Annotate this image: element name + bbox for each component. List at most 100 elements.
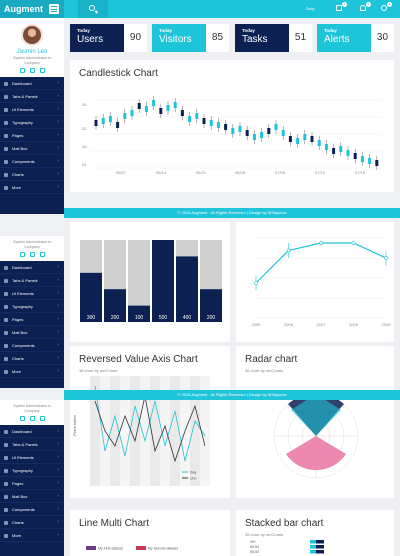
sidebar-item-tabs-panels[interactable]: Tabs & Panels (0, 438, 64, 451)
sidebar-item-pages[interactable]: Pages (0, 477, 64, 490)
x-tick: 06/21 (196, 170, 207, 175)
error-line-panel: 2005 2006 2007 2008 2009 (236, 222, 394, 342)
candle (310, 136, 314, 142)
logout-icon[interactable] (39, 416, 45, 421)
sidebar-item-components[interactable]: Components (0, 155, 64, 168)
y-tick: 36 (82, 102, 87, 107)
sidebar-item-tabs-panels[interactable]: Tabs & Panels (0, 274, 64, 287)
mail-icon[interactable]: 3 (336, 2, 347, 12)
stat-value: 51 (294, 32, 307, 43)
sidebar-item-charts[interactable]: Charts (0, 516, 64, 529)
brand-logo[interactable]: Augment (0, 0, 64, 18)
stacked-column-panel: 300 200 100 500 400 200 (70, 222, 230, 342)
user-icon[interactable] (19, 252, 25, 257)
stacked-column-chart[interactable]: 300 200 100 500 400 200 (70, 222, 230, 342)
stat-value: 30 (376, 32, 389, 43)
error-line-chart[interactable]: 2005 2006 2007 2008 2009 (236, 222, 394, 342)
candle (152, 100, 156, 106)
sidebar-item-typography[interactable]: Typography (0, 464, 64, 477)
sidebar-item-typography[interactable]: Typography (0, 116, 64, 129)
candle (94, 120, 98, 126)
sidebar-item-more[interactable]: More (0, 529, 64, 542)
sidebar-item-mail-box[interactable]: Mail Box (0, 326, 64, 339)
bar (200, 289, 222, 322)
candle (137, 103, 141, 109)
y-tick: 24 (82, 162, 87, 167)
sidebar-item-pages[interactable]: Pages (0, 313, 64, 326)
stacked-bar-chart[interactable]: 39+ 60-54 50-54 (236, 510, 394, 556)
bar (104, 289, 126, 322)
sidebar-item-tabs-panels[interactable]: Tabs & Panels (0, 90, 64, 103)
search-button[interactable] (78, 0, 108, 18)
user-icon[interactable] (19, 416, 25, 421)
reversed-axis-chart[interactable]: Place taken Italy Uno (70, 346, 230, 498)
candle (324, 144, 328, 150)
panel-title: Line Multi Chart (79, 518, 150, 529)
logout-icon[interactable] (39, 252, 45, 257)
user-name[interactable]: Sally (306, 6, 315, 11)
settings-icon[interactable] (29, 68, 35, 73)
sidebar-profile: Jasmin Leo System Administrator in Compa… (0, 18, 64, 77)
candle (288, 136, 292, 142)
series-line (255, 242, 387, 284)
panel-title: Radar chart (245, 354, 298, 365)
gear-icon[interactable]: 4 (381, 2, 392, 12)
panel-title: Reversed Value Axis Chart (79, 354, 198, 365)
candle (123, 113, 127, 119)
data-label: 100 (135, 315, 144, 321)
stat-card-visitors[interactable]: Today Visitors 85 (152, 24, 229, 52)
candle (274, 124, 278, 130)
stat-kicker: Today (77, 28, 90, 33)
data-label: 200 (207, 315, 216, 321)
sidebar-item-mail-box[interactable]: Mail Box (0, 490, 64, 503)
sidebar-item-pages[interactable]: Pages (0, 129, 64, 142)
data-label: 300 (87, 315, 96, 321)
legend-second: My Second dataset (148, 547, 178, 551)
line-multi-legend: My First dataset My Second dataset (86, 546, 178, 551)
user-icon[interactable] (19, 68, 25, 73)
data-label: 500 (159, 315, 168, 321)
gear-badge: 4 (387, 2, 392, 7)
search-icon (89, 5, 95, 11)
settings-icon[interactable] (29, 252, 35, 257)
candlestick-chart[interactable]: 36 32 28 24 06/07 06/14 06/21 06/28 07/0… (70, 60, 394, 192)
sidebar-item-more[interactable]: More (0, 181, 64, 194)
candle (375, 160, 379, 166)
candle (209, 120, 213, 126)
sidebar-item-components[interactable]: Components (0, 503, 64, 516)
bar (128, 305, 150, 322)
sidebar-item-charts[interactable]: Charts (0, 352, 64, 365)
menu-toggle-icon[interactable] (49, 4, 59, 14)
radar-chart[interactable] (236, 346, 394, 498)
bar-segment (80, 240, 102, 273)
candle (238, 126, 242, 132)
mail-badge: 3 (342, 2, 347, 7)
settings-icon[interactable] (29, 416, 35, 421)
sidebar-item-charts[interactable]: Charts (0, 168, 64, 181)
sidebar-item-ui-elements[interactable]: UI Elements (0, 451, 64, 464)
x-tick: 06/14 (156, 170, 167, 175)
radar-segment (291, 394, 341, 436)
sidebar-item-components[interactable]: Components (0, 339, 64, 352)
sidebar-item-ui-elements[interactable]: UI Elements (0, 287, 64, 300)
x-tick: 06/07 (116, 170, 127, 175)
sidebar-item-dashboard[interactable]: Dashboard (0, 77, 64, 90)
sidebar-item-dashboard[interactable]: Dashboard (0, 261, 64, 274)
stat-card-alerts[interactable]: Today Alerts 30 (317, 24, 394, 52)
sidebar-item-more[interactable]: More (0, 365, 64, 378)
logout-icon[interactable] (39, 68, 45, 73)
stat-kicker: Today (324, 28, 337, 33)
stat-card-tasks[interactable]: Today Tasks 51 (235, 24, 312, 52)
sidebar-item-ui-elements[interactable]: UI Elements (0, 103, 64, 116)
bar-segment (176, 240, 198, 257)
sidebar-item-typography[interactable]: Typography (0, 300, 64, 313)
stat-card-users[interactable]: Today Users 90 (70, 24, 147, 52)
bell-icon[interactable]: 9 (360, 2, 371, 12)
avatar[interactable] (21, 24, 43, 46)
candle (188, 116, 192, 122)
candle (144, 106, 148, 112)
sidebar-item-mail-box[interactable]: Mail Box (0, 142, 64, 155)
bell-badge: 9 (366, 2, 371, 7)
sidebar-item-dashboard[interactable]: Dashboard (0, 425, 64, 438)
candle (231, 128, 235, 134)
